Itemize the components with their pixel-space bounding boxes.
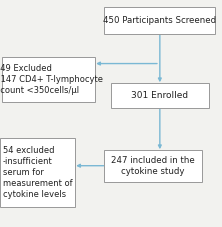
Text: 54 excluded
-insufficient
serum for
measurement of
cytokine levels: 54 excluded -insufficient serum for meas… xyxy=(3,146,73,199)
FancyBboxPatch shape xyxy=(2,57,95,102)
FancyBboxPatch shape xyxy=(104,150,202,182)
Text: 247 included in the
cytokine study: 247 included in the cytokine study xyxy=(111,156,195,176)
FancyBboxPatch shape xyxy=(104,7,215,34)
Text: 301 Enrolled: 301 Enrolled xyxy=(131,91,188,100)
FancyBboxPatch shape xyxy=(0,138,75,207)
FancyBboxPatch shape xyxy=(111,83,209,108)
Text: 450 Participants Screened: 450 Participants Screened xyxy=(103,16,216,25)
Text: 149 Excluded
- 147 CD4+ T-lymphocyte
  count <350cells/µl: 149 Excluded - 147 CD4+ T-lymphocyte cou… xyxy=(0,64,103,95)
